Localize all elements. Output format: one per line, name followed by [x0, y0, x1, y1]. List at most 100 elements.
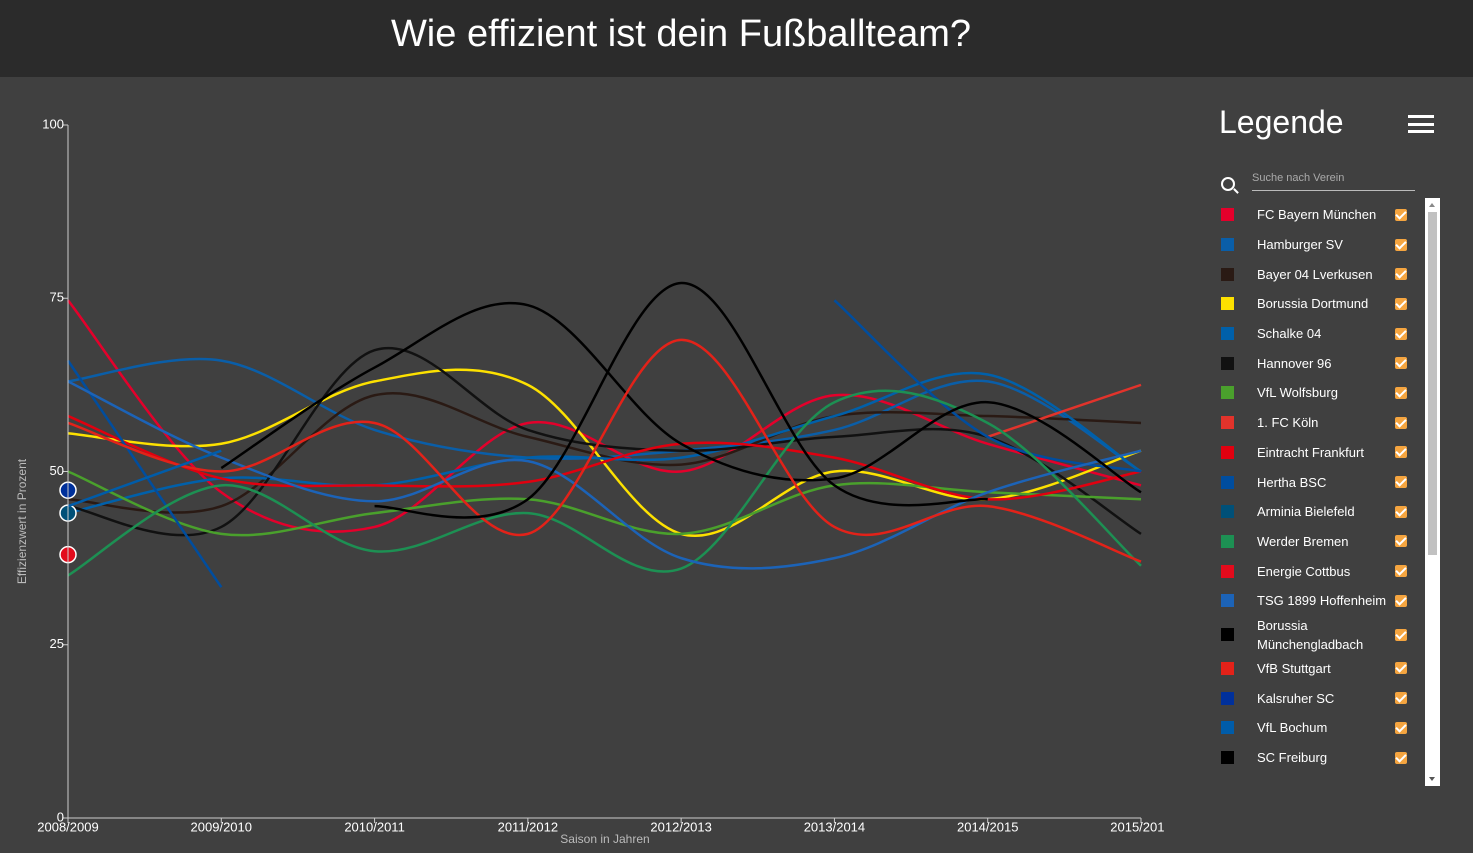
legend-checkbox[interactable]: [1395, 327, 1407, 340]
legend-checkbox[interactable]: [1395, 692, 1407, 705]
legend-checkbox[interactable]: [1395, 662, 1407, 675]
legend-item[interactable]: Bayer 04 Lverkusen: [1205, 259, 1427, 289]
legend-checkbox[interactable]: [1395, 268, 1407, 281]
legend-swatch: [1221, 386, 1234, 400]
legend: Legende Suche nach Verein FC Bayern Münc…: [1205, 100, 1445, 800]
legend-item[interactable]: SC Freiburg: [1205, 743, 1427, 773]
legend-item[interactable]: Borussia Dortmund: [1205, 289, 1427, 319]
x-tick-label: 2010/2011: [344, 819, 405, 834]
legend-item[interactable]: Borussia Münchengladbach: [1205, 616, 1427, 654]
legend-swatch: [1221, 628, 1234, 642]
legend-label: Bayer 04 Lverkusen: [1257, 266, 1373, 282]
series-line: [67, 392, 1142, 514]
legend-swatch: [1221, 416, 1234, 430]
legend-checkbox[interactable]: [1395, 208, 1407, 221]
legend-item[interactable]: VfB Stuttgart: [1205, 654, 1427, 684]
y-axis-title: Effizienzwert in Prozent: [15, 458, 29, 584]
legend-checkbox[interactable]: [1395, 357, 1407, 370]
legend-checkbox[interactable]: [1395, 505, 1407, 518]
series-line: [220, 301, 1142, 494]
legend-item[interactable]: Hannover 96: [1205, 348, 1427, 378]
legend-checkbox[interactable]: [1395, 446, 1407, 459]
legend-swatch: [1221, 534, 1234, 548]
legend-item[interactable]: Energie Cottbus: [1205, 556, 1427, 586]
legend-label: 1. FC Köln: [1257, 415, 1319, 431]
x-tick-label: 2011/2012: [498, 819, 559, 834]
series-line: [67, 380, 1142, 570]
series-line: [66, 359, 223, 588]
legend-checkbox[interactable]: [1395, 238, 1407, 251]
menu-button[interactable]: [1408, 115, 1434, 133]
series-line: [67, 368, 1142, 537]
legend-item[interactable]: VfL Wolfsburg: [1205, 378, 1427, 408]
legend-checkbox[interactable]: [1395, 565, 1407, 578]
legend-label: Schalke 04: [1257, 326, 1322, 342]
search-input[interactable]: Suche nach Verein: [1252, 172, 1415, 191]
x-tick-label: 2015/2016: [1110, 819, 1165, 834]
legend-checkbox[interactable]: [1395, 628, 1407, 641]
chart: 0 25 50 75 100 2008/2009 2009/2010 2010/2011 201…: [15, 116, 1165, 846]
legend-checkbox[interactable]: [1395, 386, 1407, 399]
legend-label: Werder Bremen: [1257, 533, 1349, 549]
legend-item[interactable]: Arminia Bielefeld: [1205, 497, 1427, 527]
legend-item[interactable]: FC Bayern München: [1205, 200, 1427, 230]
legend-swatch: [1221, 267, 1234, 281]
series-line: [67, 414, 1142, 501]
legend-label: VfL Bochum: [1257, 720, 1328, 736]
lines: [59, 281, 1142, 588]
legend-label: Borussia Dortmund: [1257, 296, 1369, 312]
x-tick-label: 2012/2013: [650, 819, 711, 834]
page-title: Wie effizient ist dein Fußballteam?: [390, 13, 972, 55]
legend-item[interactable]: Hamburger SV: [1205, 230, 1427, 260]
legend-swatch: [1221, 356, 1234, 370]
legend-item[interactable]: Kalsruher SC: [1205, 683, 1427, 713]
y-tick-label: 100: [42, 116, 64, 131]
legend-checkbox[interactable]: [1395, 535, 1407, 548]
legend-checkbox[interactable]: [1395, 721, 1407, 734]
legend-checkbox[interactable]: [1395, 594, 1407, 607]
legend-swatch: [1221, 445, 1234, 459]
y-tick-label: 50: [50, 463, 64, 478]
y-tick-label: 0: [57, 809, 64, 824]
x-tick-label: 2013/2014: [804, 819, 865, 834]
series-line: [67, 389, 1142, 577]
series-line: [67, 346, 1142, 537]
legend-swatch: [1221, 208, 1234, 222]
legend-checkbox[interactable]: [1395, 416, 1407, 429]
legend-checkbox[interactable]: [1395, 751, 1407, 764]
legend-swatch: [1221, 691, 1234, 705]
legend-item[interactable]: Schalke 04: [1205, 319, 1427, 349]
legend-list: FC Bayern München Hamburger SV Bayer 04 Lv…: [1205, 200, 1427, 785]
legend-swatch: [1221, 297, 1234, 311]
legend-swatch: [1221, 327, 1234, 341]
series-line: [374, 281, 988, 519]
legend-swatch: [1221, 661, 1234, 675]
x-axis-title: Saison in Jahren: [560, 832, 649, 846]
legend-item[interactable]: Eintracht Frankfurt: [1205, 438, 1427, 468]
legend-swatch: [1221, 594, 1234, 608]
scrollbar[interactable]: [1425, 198, 1440, 786]
legend-label: FC Bayern München: [1257, 207, 1377, 223]
legend-label: Hamburger SV: [1257, 237, 1343, 253]
legend-item[interactable]: Werder Bremen: [1205, 527, 1427, 557]
legend-item[interactable]: Hertha BSC: [1205, 467, 1427, 497]
legend-label: Energie Cottbus: [1257, 563, 1351, 579]
legend-label: Eintracht Frankfurt: [1257, 444, 1364, 460]
series-line: [987, 383, 1142, 439]
legend-checkbox[interactable]: [1395, 476, 1407, 489]
search-icon: [1221, 177, 1235, 191]
y-tick-label: 75: [50, 290, 64, 305]
series-line: [67, 470, 1142, 537]
series-line: [67, 449, 222, 508]
legend-checkbox[interactable]: [1395, 297, 1407, 310]
series-line: [833, 299, 1142, 473]
legend-item[interactable]: TSG 1899 Hoffenheim: [1205, 586, 1427, 616]
legend-label: VfB Stuttgart: [1257, 660, 1331, 676]
legend-label: VfL Wolfsburg: [1257, 385, 1338, 401]
legend-swatch: [1221, 505, 1234, 519]
legend-item[interactable]: 1. FC Köln: [1205, 408, 1427, 438]
axes: 0 25 50 75 100 2008/2009 2009/2010 2010/2011 201…: [15, 116, 1165, 846]
legend-item[interactable]: VfL Bochum: [1205, 713, 1427, 743]
legend-label: TSG 1899 Hoffenheim: [1257, 593, 1387, 609]
